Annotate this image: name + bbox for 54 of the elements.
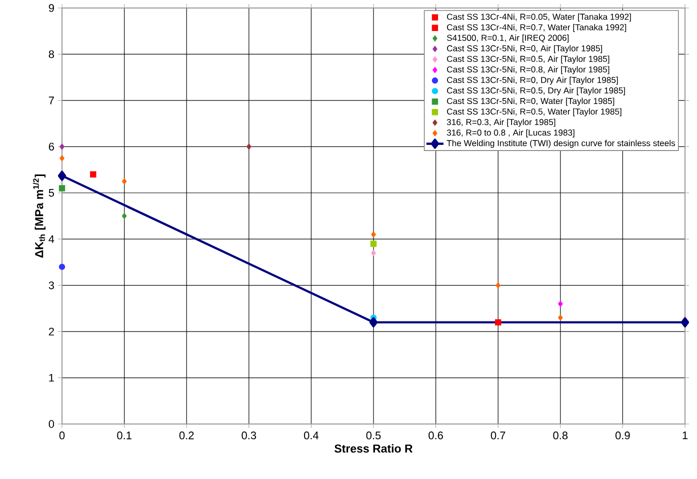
point: [58, 170, 66, 181]
point: [58, 185, 66, 192]
point: [371, 231, 376, 238]
point: [558, 314, 563, 321]
x-tick-label: 0.2: [179, 432, 194, 440]
legend-label: 316, R=0 to 0.8 , Air [Lucas 1983]: [446, 129, 574, 138]
y-tick-label: 0: [48, 420, 54, 428]
point: [60, 144, 64, 150]
y-tick-label: 8: [48, 50, 54, 58]
legend-label: The Welding Institute (TWI) design curve for stainless steels: [446, 140, 676, 148]
legend-label: S41500, R=0.1, Air [IREQ 2006]: [446, 34, 569, 43]
legend-label: Cast SS 13Cr-5Ni, R=0, Air [Taylor 1985]: [447, 45, 602, 54]
point: [246, 144, 252, 150]
legend-label: Cast SS 13Cr-4Ni, R=0.05, Water [Tanaka 1992]: [447, 13, 631, 22]
y-tick-label: 3: [48, 281, 54, 290]
point: [371, 250, 376, 256]
y-tick-label: 7: [48, 96, 54, 104]
point: [122, 212, 127, 220]
x-tick-label: 0.8: [553, 432, 568, 440]
legend-label: Cast SS 13Cr-5Ni, R=0.8, Air [Taylor 1985]: [447, 66, 610, 74]
y-tick-label: 1: [49, 374, 54, 382]
x-tick-label: 0.5: [366, 432, 381, 440]
y-tick-label: 5: [48, 189, 54, 197]
point: [558, 300, 563, 307]
point: [496, 282, 500, 288]
legend-label: Cast SS 13Cr-5Ni, R=0.5, Dry Air [Taylor 1985]: [447, 87, 625, 96]
y-tick-label: 9: [48, 4, 54, 12]
x-tick-label: 1: [682, 432, 688, 440]
y-tick-label: 6: [48, 142, 54, 151]
point: [495, 319, 502, 326]
x-tick-label: 0.3: [242, 432, 256, 440]
point: [90, 171, 96, 178]
legend-label: Cast SS 13Cr-5Ni, R=0, Dry Air [Taylor 1985]: [447, 76, 618, 85]
x-tick-label: 0.6: [428, 432, 443, 440]
x-tick-label: 0.1: [117, 432, 132, 440]
point: [680, 317, 690, 328]
x-tick-label: 0.4: [304, 432, 319, 440]
legend-label: Cast SS 13Cr-5Ni, R=0, Water [Taylor 1985]: [447, 98, 614, 106]
x-axis-title: Stress Ratio R: [334, 444, 413, 453]
point: [58, 264, 66, 270]
point: [370, 240, 377, 247]
legend-label: Cast SS 13Cr-4Ni, R=0.7, Water [Tanaka 1992]: [447, 24, 626, 32]
point: [122, 178, 127, 184]
y-tick-label: 2: [48, 328, 54, 336]
legend-label: Cast SS 13Cr-5Ni, R=0.5, Water [Taylor 1985]: [447, 108, 622, 116]
legend-label: 316, R=0.3, Air [Taylor 1985]: [446, 118, 556, 127]
y-axis-title: ΔK$_{th}$ [MPa m$^{1/2}$]: [32, 174, 46, 258]
x-tick-label: 0.7: [490, 432, 506, 440]
x-tick-label: 0.9: [615, 432, 630, 440]
point: [369, 317, 378, 328]
point: [60, 155, 64, 162]
y-tick-label: 4: [48, 235, 54, 243]
x-tick-label: 0: [59, 432, 65, 440]
legend-label: Cast SS 13Cr-5Ni, R=0.5, Air [Taylor 1985]: [447, 56, 610, 64]
